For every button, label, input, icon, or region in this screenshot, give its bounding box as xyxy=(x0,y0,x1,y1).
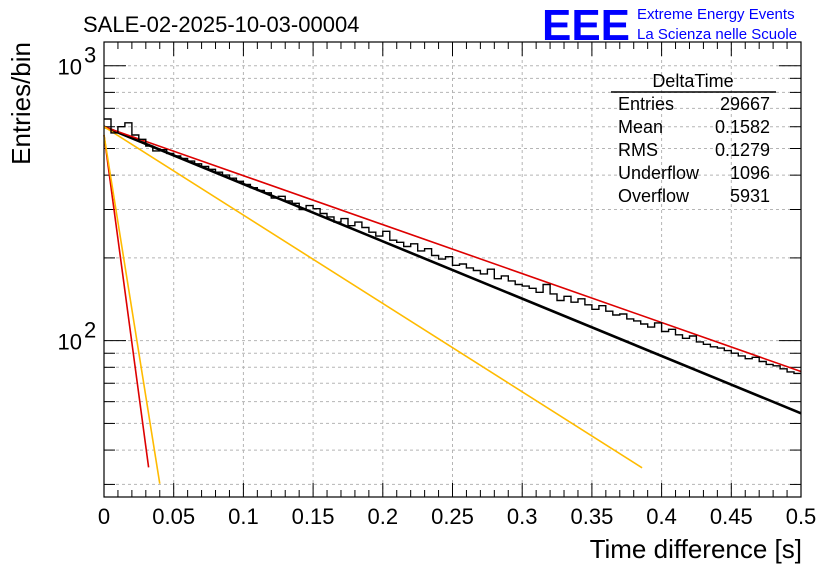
y-tick-label: 10 xyxy=(58,330,82,355)
stats-title: DeltaTime xyxy=(652,71,733,91)
stats-value: 5931 xyxy=(730,186,770,206)
stats-value: 0.1279 xyxy=(715,140,770,160)
stats-label: Entries xyxy=(618,94,674,114)
y-tick-exponent: 3 xyxy=(84,43,96,68)
x-tick-label: 0.4 xyxy=(646,504,677,529)
fit-line-yellow-short xyxy=(103,134,161,484)
x-tick-label: 0.45 xyxy=(710,504,753,529)
y-tick-label: 10 xyxy=(58,55,82,80)
plot-frame xyxy=(103,41,802,498)
stats-value: 0.1582 xyxy=(715,117,770,137)
stats-label: Mean xyxy=(618,117,663,137)
logo-line2: La Scienza nelle Scuole xyxy=(637,26,797,43)
stats-rows: Entries 29667 Mean 0.1582 RMS 0.1279 Underflow… xyxy=(618,94,770,206)
histogram-steps xyxy=(104,118,801,375)
x-axis-label: Time difference [s] xyxy=(590,534,802,564)
x-tick-labels: 0 0.05 0.1 0.15 0.2 0.25 0.3 0.35 0.4 0.45 0.5 xyxy=(98,504,816,529)
y-tick-exponent: 2 xyxy=(84,318,96,343)
x-tick-label: 0.2 xyxy=(368,504,399,529)
stats-box: DeltaTime Entries 29667 Mean 0.1582 RMS 0.127… xyxy=(611,71,776,206)
stats-value: 29667 xyxy=(720,94,770,114)
logo-mark: EEE xyxy=(542,1,630,50)
data-series xyxy=(103,118,802,484)
x-tick-label: 0 xyxy=(98,504,110,529)
stats-label: Overflow xyxy=(618,186,690,206)
x-tick-label: 0.5 xyxy=(786,504,817,529)
stats-value: 1096 xyxy=(730,163,770,183)
x-tick-label: 0.25 xyxy=(431,504,474,529)
x-tick-label: 0.1 xyxy=(228,504,259,529)
fit-line-yellow-long xyxy=(103,126,643,469)
fit-line-red-long xyxy=(103,125,802,373)
x-tick-label: 0.35 xyxy=(570,504,613,529)
fit-line-fit xyxy=(103,125,802,415)
logo-line1: Extreme Energy Events xyxy=(637,6,795,23)
x-tick-label: 0.3 xyxy=(507,504,538,529)
eee-logo: EEE Extreme Energy Events La Scienza nel… xyxy=(542,1,797,50)
y-axis-label: Entries/bin xyxy=(6,42,36,165)
chart-title: SALE-02-2025-10-03-00004 xyxy=(83,12,359,37)
stats-label: Underflow xyxy=(618,163,700,183)
x-tick-label: 0.15 xyxy=(292,504,335,529)
stats-label: RMS xyxy=(618,140,658,160)
fit-line-red-short xyxy=(103,134,150,468)
x-tick-label: 0.05 xyxy=(152,504,195,529)
